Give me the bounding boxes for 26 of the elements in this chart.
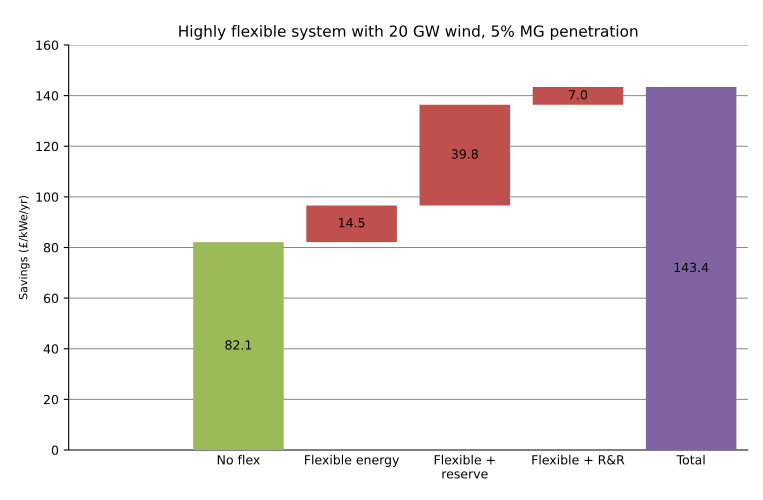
x-tick-label: Total	[676, 454, 705, 465]
bar	[306, 205, 397, 242]
y-tick-label: 40	[44, 344, 58, 354]
data-label: 39.8	[452, 149, 478, 159]
y-tick-label: 80	[44, 242, 58, 252]
y-tick-label: 120	[36, 142, 58, 152]
y-tick-label: 160	[36, 40, 58, 50]
bar	[532, 87, 624, 105]
data-label: 7.0	[569, 90, 588, 100]
y-tick-label: 100	[36, 192, 58, 202]
y-axis-title: Savings (£/kWe/yr)	[18, 196, 30, 300]
bar	[420, 104, 510, 206]
bar	[193, 242, 284, 450]
x-tick-label: No flex	[218, 454, 260, 465]
data-label: 82.1	[225, 340, 252, 350]
x-tick-label: Flexible energy	[305, 454, 400, 467]
y-tick-label: 140	[36, 91, 58, 101]
x-tick-label: Flexible + R&R	[532, 454, 624, 465]
y-tick-label: 20	[44, 394, 58, 404]
bar	[646, 87, 736, 450]
chart-title: Highly flexible system with 20 GW wind, 5% MG penetration	[179, 25, 638, 40]
x-tick-label: Flexible + reserve	[434, 454, 495, 479]
data-label: 14.5	[339, 218, 364, 228]
data-label: 143.4	[674, 262, 708, 272]
y-tick-label: 60	[44, 294, 58, 304]
y-tick-label: 0	[52, 445, 58, 455]
